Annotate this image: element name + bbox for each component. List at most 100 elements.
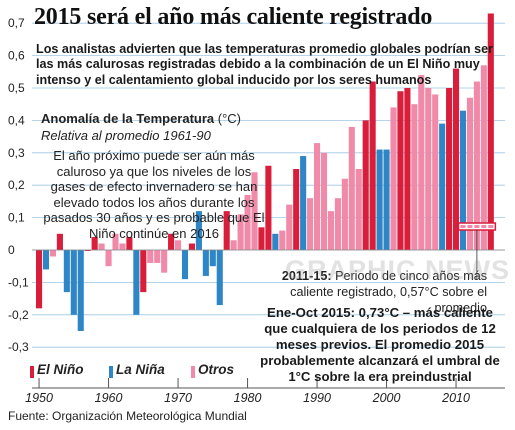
bar-1986	[286, 204, 293, 250]
y-tick-label: 0,5	[8, 81, 25, 95]
bar-1967	[154, 250, 161, 263]
bar-1965	[140, 250, 147, 293]
x-tick-label: 1970	[164, 391, 192, 405]
bar-1994	[341, 178, 348, 250]
bar-1951	[42, 250, 50, 270]
bar-1982	[258, 227, 265, 250]
bar-2005	[418, 75, 425, 250]
bar-1956	[77, 250, 84, 331]
bar-1990	[314, 143, 321, 250]
bar-1987	[293, 169, 300, 250]
bar-2002	[397, 91, 404, 251]
y-tick-label: 0,7	[8, 16, 25, 30]
bar-1976	[216, 250, 223, 306]
source-credit: Fuente: Organización Meteorológica Mundi…	[8, 409, 247, 423]
bar-1971	[181, 250, 189, 280]
bar-1983	[265, 165, 272, 250]
bar-2009	[446, 88, 453, 250]
bar-1999	[376, 149, 383, 250]
period-text: Periodo de cinco años más caliente regis…	[290, 269, 487, 315]
bar-2015	[487, 13, 494, 251]
bar-1970	[175, 240, 182, 250]
bar-2008	[439, 123, 446, 250]
bar-2004	[411, 104, 418, 250]
bar-2010	[453, 68, 460, 250]
bar-1979	[237, 214, 244, 250]
bar-1969	[168, 233, 175, 250]
bar-1992	[327, 211, 334, 250]
y-tick-label: 0,1	[8, 211, 25, 225]
bar-1953	[56, 233, 63, 250]
legend-swatch	[30, 366, 34, 378]
bar-1961	[112, 233, 119, 250]
bar-1996	[355, 169, 362, 250]
highlight-segment	[488, 225, 494, 228]
y-tick-label: -0,2	[8, 308, 29, 322]
bar-2000	[383, 149, 390, 250]
legend-otros: Otros	[198, 362, 235, 377]
subtitle: Los analistas advierten que las temperat…	[36, 42, 494, 87]
bar-1980	[244, 194, 251, 250]
legend-la-nina: La Niña	[116, 362, 165, 377]
x-tick-label: 1990	[303, 391, 331, 405]
bar-2003	[404, 88, 411, 250]
bar-1960	[105, 250, 112, 267]
bar-1966	[147, 250, 154, 263]
bar-1988	[300, 156, 307, 250]
bar-1995	[348, 126, 355, 250]
highlight-segment	[481, 225, 487, 228]
bar-1950	[36, 250, 43, 309]
chart-title: Anomalía de la Temperatura (°C)	[41, 111, 241, 126]
y-tick-label: 0,3	[8, 146, 25, 160]
y-tick-label: 0,4	[8, 113, 25, 127]
chart-title-unit: (°C)	[214, 111, 242, 126]
bar-1954	[63, 250, 70, 293]
highlight-segment	[474, 225, 480, 228]
forecast-note: El año próximo puede ser aún más caluros…	[43, 148, 265, 241]
bar-1991	[320, 152, 328, 250]
bar-1978	[230, 240, 237, 250]
highlight-segment	[460, 225, 466, 228]
highlight-segment	[467, 225, 473, 228]
y-tick-label: 0,6	[8, 49, 25, 63]
axes: 0,7 0,6 0,5 0,4 0,3 0,2 0,1 0 -0,1 -0,2 -0,3 1950 19…	[8, 16, 505, 405]
y-tick-label: -0,1	[8, 275, 29, 289]
bar-1993	[334, 198, 341, 250]
bar-1985	[279, 230, 286, 250]
bar-1959	[98, 243, 105, 250]
chart-subtitle: Relativa al promedio 1961-90	[41, 128, 211, 143]
bar-1997	[362, 120, 369, 251]
legend-el-nino: El Niño	[37, 362, 84, 377]
bar-2013	[473, 81, 480, 251]
bar-2006	[425, 88, 432, 250]
bars	[36, 13, 494, 331]
bar-1952	[49, 250, 56, 257]
y-tick-label: 0	[8, 243, 15, 257]
bar-1973	[195, 211, 202, 250]
x-tick-label: 1960	[95, 391, 123, 405]
chart-title-lead: Anomalía de la Temperatura	[41, 111, 215, 126]
x-tick-label: 1950	[25, 391, 53, 405]
bar-1972	[188, 243, 195, 250]
y-tick-label: -0,3	[8, 340, 29, 354]
x-tick-label: 2000	[372, 391, 401, 405]
bar-2011	[459, 110, 467, 251]
ene-oct-annotation: Ene-Oct 2015: 0,73°C – más caliente que …	[260, 305, 500, 384]
bar-1957	[84, 250, 91, 251]
bar-2012	[466, 97, 473, 250]
bar-1984	[272, 233, 279, 250]
bar-2007	[432, 94, 439, 250]
bar-1975	[209, 250, 216, 267]
period-annotation: 2011-15: Periodo de cinco años más calie…	[247, 268, 487, 316]
bar-1962	[119, 243, 126, 250]
watermark: GRAPHIC NEWS	[285, 255, 511, 285]
x-tick-label: 1980	[234, 391, 262, 405]
bar-1998	[369, 81, 376, 251]
x-tick-label: 2010	[441, 391, 470, 405]
bar-1981	[251, 172, 258, 250]
bar-2001	[390, 107, 397, 250]
bar-1958	[91, 237, 98, 250]
bar-1955	[70, 250, 77, 315]
